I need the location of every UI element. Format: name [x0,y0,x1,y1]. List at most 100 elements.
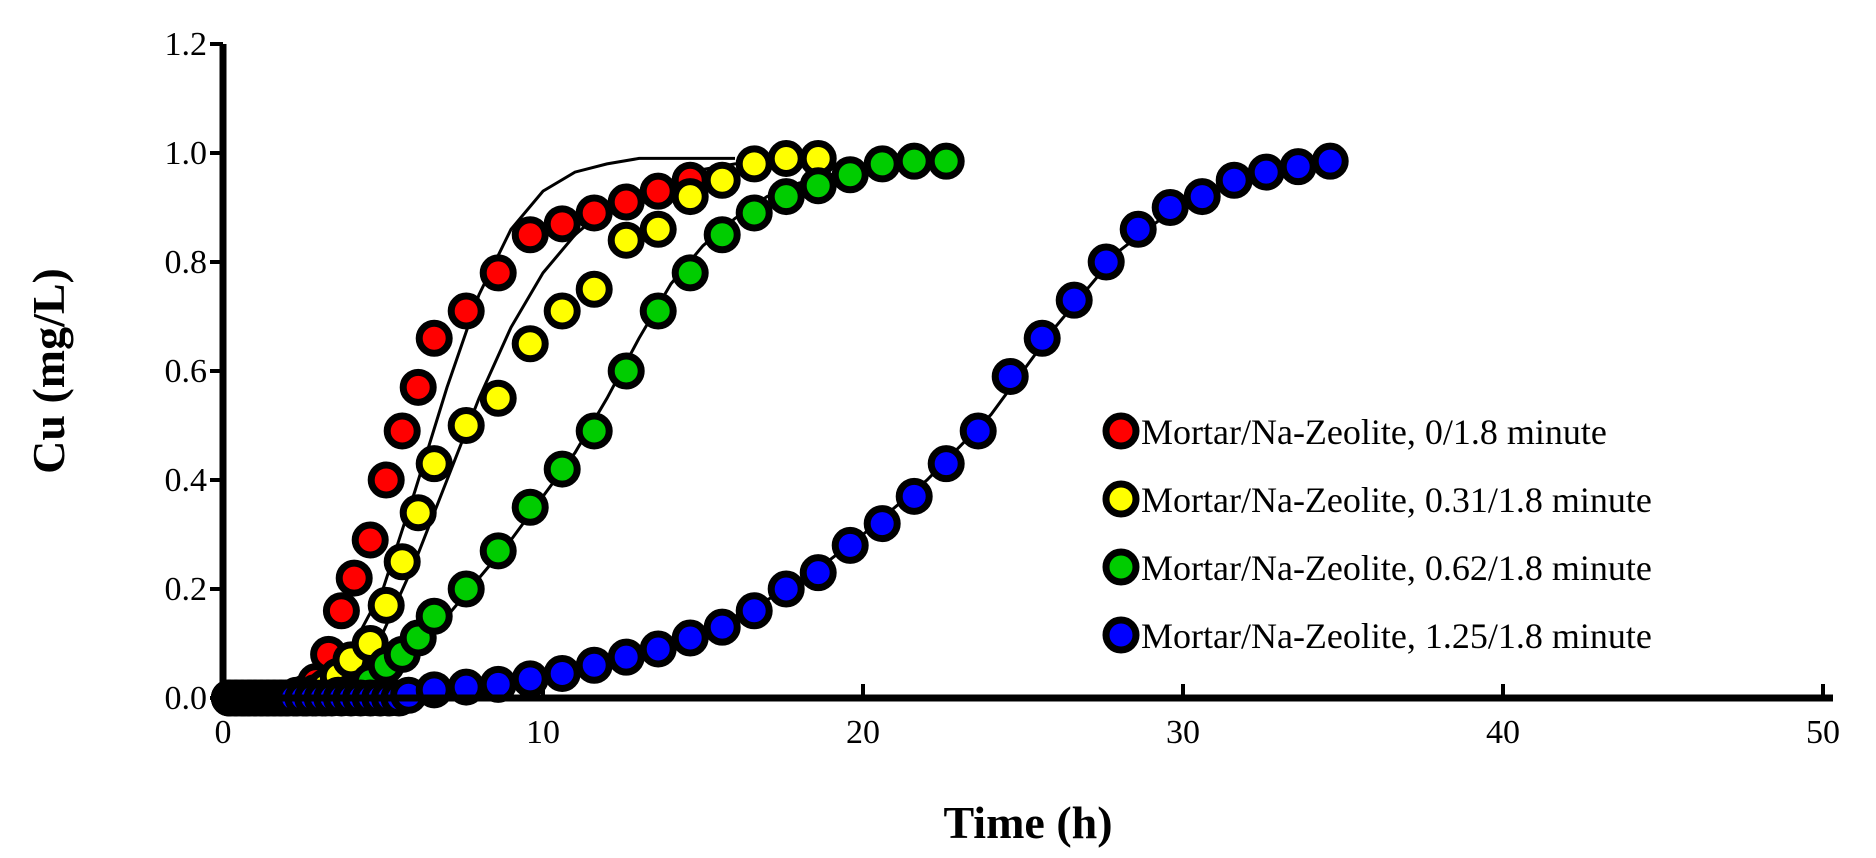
data-point [1279,148,1317,186]
data-point [447,570,485,608]
y-tick-label: 0.6 [165,353,208,390]
x-tick-label: 40 [1486,714,1520,751]
data-point [639,292,677,330]
data-point [607,221,645,259]
data-point [1183,178,1221,216]
data-point [607,352,645,390]
data-point [447,292,485,330]
data-point [1055,281,1093,319]
data-point [767,178,805,216]
series-3 [210,142,965,717]
data-point [415,445,453,483]
data-point [1119,210,1157,248]
data-point [671,254,709,292]
data-point [511,325,549,363]
data-point [767,139,805,177]
y-tick-label: 0.2 [165,571,208,608]
legend-marker [1102,412,1140,450]
data-point [399,494,437,532]
x-tick-label: 30 [1166,714,1200,751]
legend-label: Mortar/Na-Zeolite, 0.31/1.8 minute [1141,480,1652,520]
data-point [1215,161,1253,199]
data-point [367,461,405,499]
data-point [639,172,677,210]
data-point [799,167,837,205]
data-point [511,660,549,698]
data-point [1023,319,1061,357]
data-point [639,630,677,668]
legend-label: Mortar/Na-Zeolite, 0/1.8 minute [1141,412,1607,452]
data-point [575,194,613,232]
x-ticks: 0 10 20 30 40 50 [215,684,1840,751]
data-point [351,521,389,559]
data-point [927,445,965,483]
data-point [543,450,581,488]
data-points [210,139,1349,717]
data-point [991,357,1029,395]
data-point [767,570,805,608]
data-point [863,145,901,183]
data-point [607,183,645,221]
legend-marker [1102,480,1140,518]
data-point [322,592,360,630]
data-point [927,142,965,180]
data-point [1311,142,1349,180]
data-point [703,161,741,199]
data-point [479,532,517,570]
legend: Mortar/Na-Zeolite, 0/1.8 minute Mortar/Na… [1102,412,1652,656]
y-tick-label: 0.8 [165,244,208,281]
x-tick-label: 0 [215,714,232,751]
data-point [703,608,741,646]
data-point [895,142,933,180]
data-point [399,368,437,406]
y-tick-label: 1.2 [165,26,208,63]
data-point [415,597,453,635]
data-point [735,145,773,183]
data-point [479,379,517,417]
data-point [447,407,485,444]
data-point [335,559,373,597]
data-point [383,412,421,450]
y-tick-label: 0.4 [165,462,208,499]
data-point [543,205,581,243]
x-tick-label: 20 [846,714,880,751]
y-axis-title: Cu (mg/L) [23,268,74,474]
x-axis-title: Time (h) [943,797,1112,848]
data-point [511,488,549,526]
data-point [543,654,581,692]
legend-marker [1102,548,1140,586]
legend-marker [1102,616,1140,654]
data-point [415,319,453,357]
data-point [1247,153,1285,191]
data-point [543,292,581,330]
data-point [703,216,741,254]
data-point [735,194,773,232]
data-point [863,505,901,543]
data-point [1151,189,1189,226]
y-ticks: 0.0 0.2 0.4 0.6 0.8 1.0 1.2 [165,26,223,717]
data-point [575,412,613,450]
x-tick-label: 10 [526,714,560,751]
y-tick-label: 0.0 [165,680,208,717]
data-point [671,619,709,657]
data-point [607,638,645,676]
data-point [831,156,869,194]
data-point [671,178,709,216]
data-point [735,592,773,630]
data-point [575,270,613,308]
data-point [511,216,549,254]
x-tick-label: 50 [1806,714,1840,751]
data-point [1087,243,1125,281]
data-point [383,543,421,581]
data-point [575,646,613,684]
data-point [831,526,869,564]
data-point [799,554,837,592]
data-point [895,477,933,515]
data-point [479,254,517,292]
data-point [639,210,677,248]
legend-label: Mortar/Na-Zeolite, 1.25/1.8 minute [1141,616,1652,656]
legend-label: Mortar/Na-Zeolite, 0.62/1.8 minute [1141,548,1652,588]
data-point [959,412,997,450]
y-tick-label: 1.0 [165,135,208,172]
